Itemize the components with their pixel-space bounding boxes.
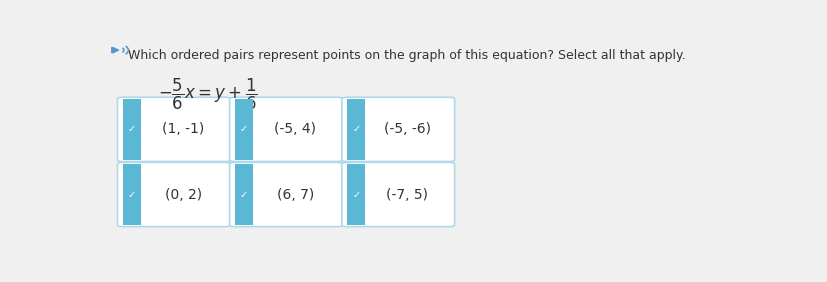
Text: ✓: ✓: [352, 190, 361, 200]
Polygon shape: [111, 47, 119, 53]
Bar: [235, 164, 253, 225]
Bar: [122, 99, 141, 160]
FancyBboxPatch shape: [117, 97, 230, 162]
FancyBboxPatch shape: [342, 97, 455, 162]
Text: ✓: ✓: [127, 124, 136, 135]
Text: Which ordered pairs represent points on the graph of this equation? Select all t: Which ordered pairs represent points on …: [127, 49, 686, 62]
Text: (6, 7): (6, 7): [277, 188, 314, 202]
Bar: [122, 164, 141, 225]
Text: (0, 2): (0, 2): [165, 188, 202, 202]
Text: (-5, 4): (-5, 4): [275, 122, 316, 136]
FancyBboxPatch shape: [117, 162, 230, 227]
Text: (-5, -6): (-5, -6): [384, 122, 431, 136]
Text: ✓: ✓: [127, 190, 136, 200]
Bar: [347, 99, 366, 160]
Text: $-\dfrac{5}{6}x = y + \dfrac{1}{6}$: $-\dfrac{5}{6}x = y + \dfrac{1}{6}$: [158, 77, 257, 113]
Text: ✓: ✓: [240, 124, 248, 135]
Text: (1, -1): (1, -1): [162, 122, 204, 136]
Bar: [347, 164, 366, 225]
FancyBboxPatch shape: [230, 162, 342, 227]
Bar: [235, 99, 253, 160]
FancyBboxPatch shape: [230, 97, 342, 162]
FancyBboxPatch shape: [342, 162, 455, 227]
Text: (-7, 5): (-7, 5): [386, 188, 428, 202]
Text: ✓: ✓: [240, 190, 248, 200]
Text: ✓: ✓: [352, 124, 361, 135]
